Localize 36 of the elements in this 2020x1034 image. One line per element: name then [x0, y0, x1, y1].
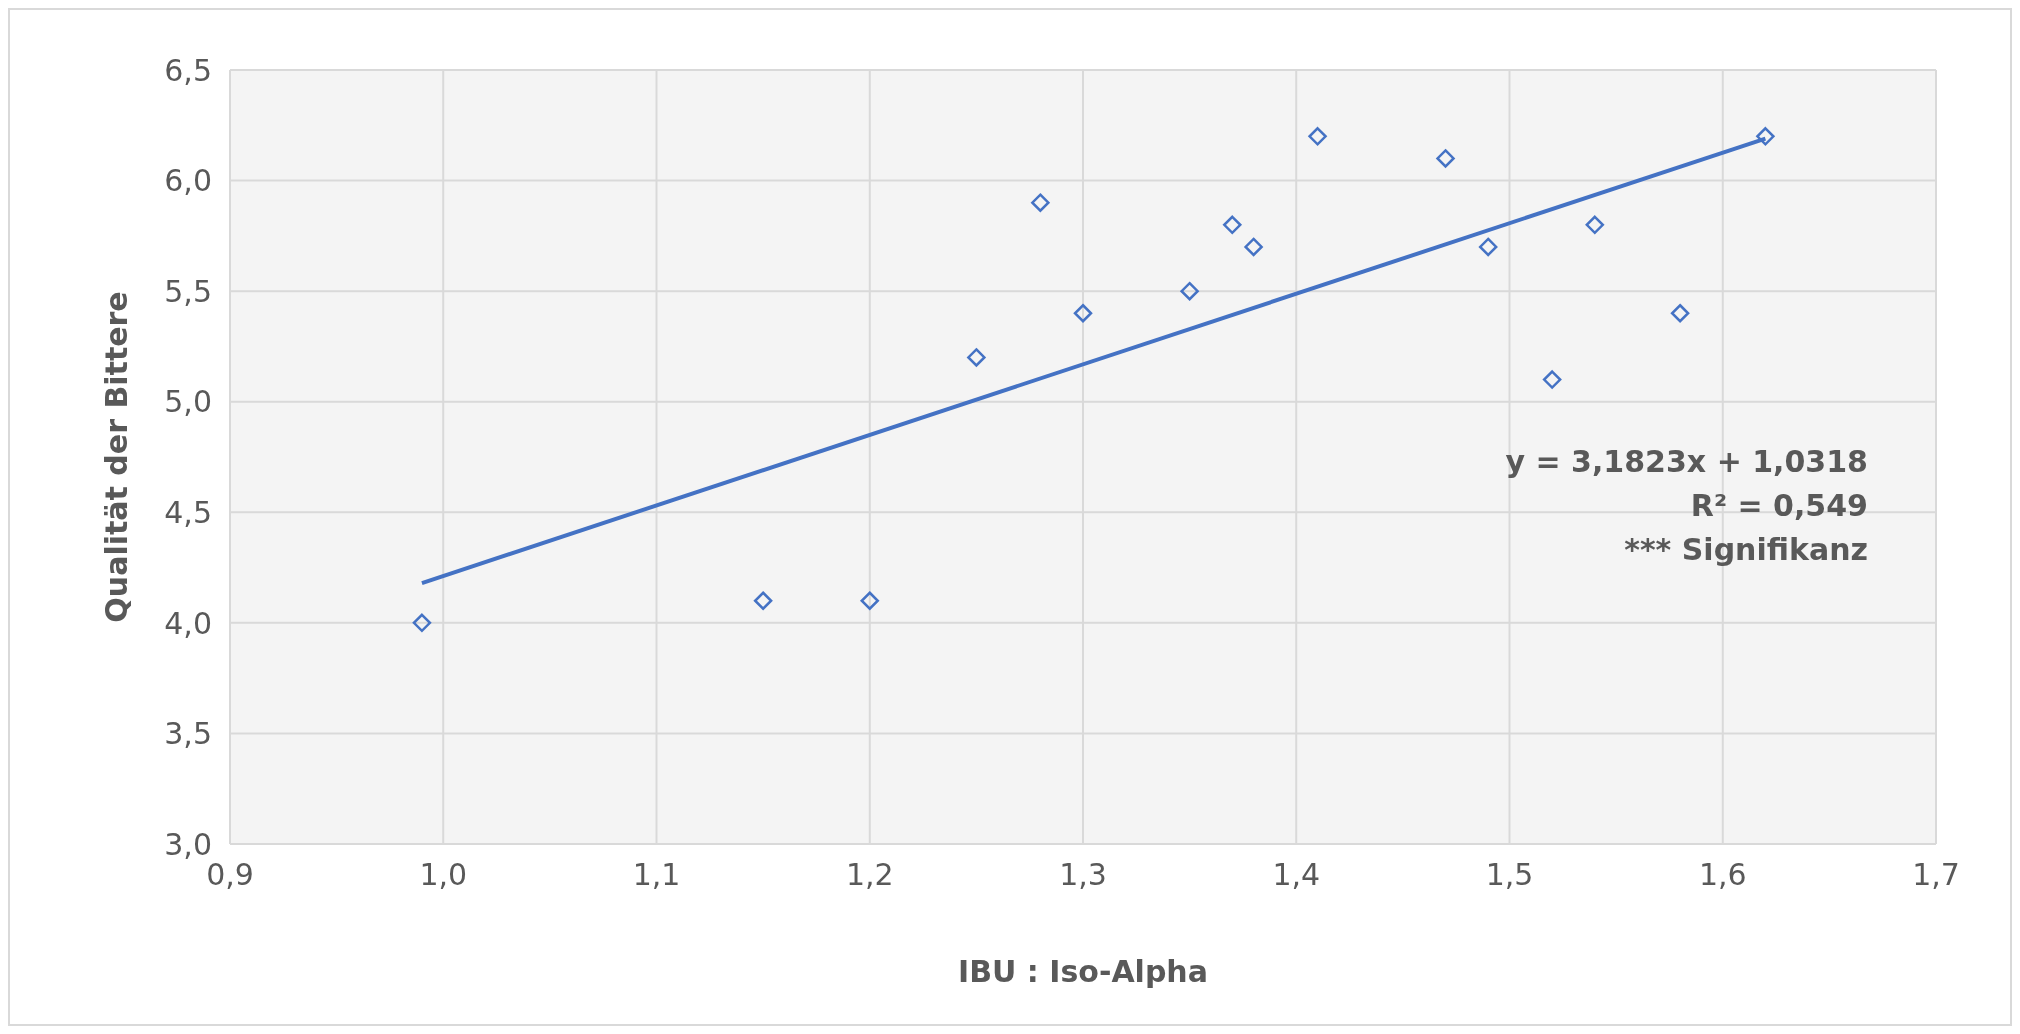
point	[412, 613, 432, 633]
point	[753, 591, 773, 610]
x-tick-label: 1,2	[845, 857, 894, 893]
point	[1670, 304, 1690, 323]
y-tick-label: 5,0	[164, 384, 212, 420]
y-tick-label: 6,5	[164, 52, 212, 88]
annotation: y = 3,1823x + 1,0318	[1505, 443, 1868, 481]
y-tick-label: 6,0	[164, 163, 212, 199]
x-tick-label: 1,1	[632, 857, 681, 893]
x-tick-label: 1,6	[1698, 857, 1747, 893]
x-tick-label: 1,7	[1912, 857, 1960, 893]
point	[1542, 370, 1562, 389]
x-tick-label: 1,4	[1272, 857, 1321, 893]
y-tick-label: 4,5	[164, 494, 212, 530]
x-axis-title: IBU : Iso-Alpha	[958, 954, 1208, 989]
y-tick-label: 3,5	[164, 716, 212, 752]
point	[1073, 304, 1093, 323]
y-tick-label: 4,0	[164, 605, 212, 641]
y-axis-title: Qualität der Bittere	[98, 291, 134, 623]
point	[1756, 127, 1775, 146]
point	[1436, 149, 1455, 168]
annotation: *** Signifikanz	[1623, 531, 1868, 569]
point	[1308, 127, 1327, 146]
point	[1223, 215, 1242, 235]
point	[1180, 281, 1199, 301]
x-tick-label: 1,5	[1485, 857, 1534, 893]
point	[1031, 193, 1050, 212]
point	[1244, 237, 1263, 257]
point	[860, 591, 879, 610]
point	[1585, 215, 1605, 235]
x-tick-label: 1,3	[1059, 857, 1107, 893]
annotation: R² = 0,549	[1689, 487, 1868, 525]
x-tick-label: 1,0	[419, 857, 468, 893]
point	[967, 348, 986, 367]
y-tick-label: 5,5	[164, 273, 212, 309]
point	[1478, 237, 1498, 257]
